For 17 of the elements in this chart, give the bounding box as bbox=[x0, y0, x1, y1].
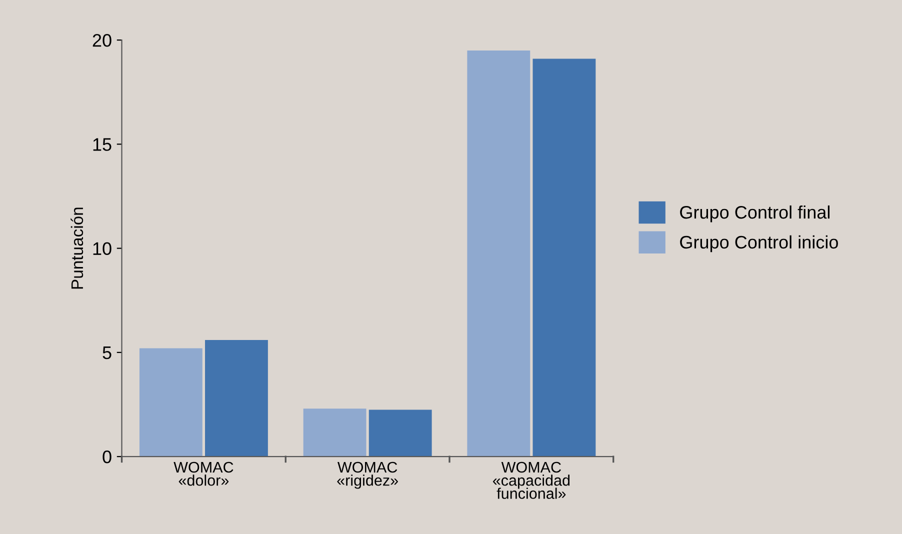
x-tick-label: WOMAC «rigidez» bbox=[337, 462, 398, 489]
y-tick-label: 20 bbox=[92, 34, 112, 47]
bar bbox=[467, 50, 530, 457]
y-tick-label: 15 bbox=[93, 138, 112, 151]
bar bbox=[205, 340, 268, 457]
legend-label: Grupo Control final bbox=[680, 205, 830, 222]
y-tick-label: 10 bbox=[93, 242, 112, 256]
x-tick-label: WOMAC «dolor» bbox=[174, 462, 234, 486]
x-tick-label: WOMAC «capacidad funcional» bbox=[492, 462, 570, 499]
bar bbox=[532, 58, 596, 457]
legend-label: Grupo Control inicio bbox=[680, 235, 838, 252]
bar bbox=[139, 348, 202, 457]
y-axis-title: Puntuación bbox=[70, 208, 84, 289]
bar bbox=[368, 410, 432, 457]
bar bbox=[303, 408, 366, 457]
y-tick-label: 5 bbox=[102, 346, 112, 360]
y-tick-label: 0 bbox=[102, 450, 112, 464]
